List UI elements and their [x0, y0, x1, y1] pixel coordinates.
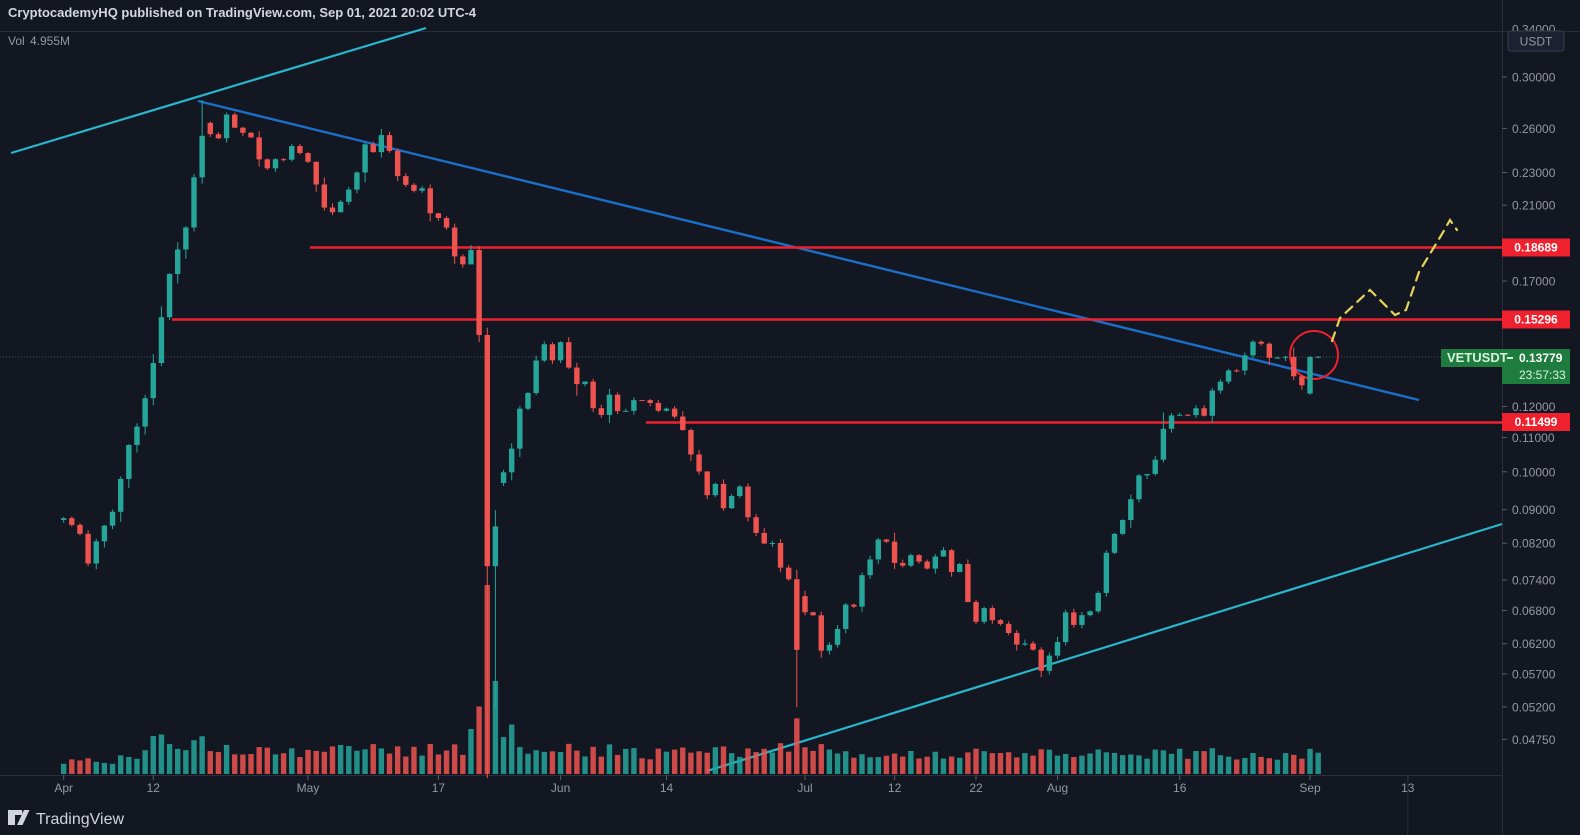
svg-text:Apr: Apr: [54, 781, 73, 795]
svg-text:TradingView: TradingView: [36, 811, 124, 828]
svg-text:0.06800: 0.06800: [1512, 604, 1556, 618]
svg-text:Jun: Jun: [551, 781, 570, 795]
svg-text:0.09000: 0.09000: [1512, 503, 1556, 517]
svg-text:0.11000: 0.11000: [1512, 431, 1555, 445]
svg-text:May: May: [297, 781, 320, 795]
svg-text:17: 17: [432, 781, 446, 795]
svg-text:0.26000: 0.26000: [1512, 122, 1556, 136]
svg-text:0.13779: 0.13779: [1519, 351, 1563, 365]
svg-text:0.06200: 0.06200: [1512, 637, 1556, 651]
svg-text:23:57:33: 23:57:33: [1519, 368, 1566, 382]
svg-text:0.15296: 0.15296: [1514, 313, 1558, 327]
svg-text:Vol: Vol: [8, 34, 25, 48]
svg-text:0.11499: 0.11499: [1515, 415, 1558, 429]
svg-text:16: 16: [1173, 781, 1187, 795]
svg-text:14: 14: [660, 781, 674, 795]
svg-text:12: 12: [147, 781, 161, 795]
svg-text:22: 22: [969, 781, 983, 795]
svg-text:12: 12: [888, 781, 902, 795]
svg-text:0.05200: 0.05200: [1512, 700, 1556, 714]
svg-text:Sep: Sep: [1299, 781, 1321, 795]
svg-text:0.04750: 0.04750: [1512, 733, 1556, 747]
svg-text:Jul: Jul: [797, 781, 812, 795]
svg-text:0.23000: 0.23000: [1512, 166, 1556, 180]
svg-text:0.10000: 0.10000: [1512, 465, 1556, 479]
svg-text:4.955M: 4.955M: [30, 34, 70, 48]
svg-text:0.07400: 0.07400: [1512, 574, 1556, 588]
svg-text:CryptocademyHQ published on Tr: CryptocademyHQ published on TradingView.…: [8, 5, 477, 20]
svg-text:VETUSDT: VETUSDT: [1447, 350, 1508, 365]
svg-text:0.21000: 0.21000: [1512, 199, 1556, 213]
svg-text:0.17000: 0.17000: [1512, 275, 1556, 289]
svg-text:0.30000: 0.30000: [1512, 71, 1556, 85]
svg-text:0.12000: 0.12000: [1512, 400, 1556, 414]
svg-text:USDT: USDT: [1520, 35, 1553, 49]
svg-text:0.18689: 0.18689: [1514, 241, 1558, 255]
svg-text:0.05700: 0.05700: [1512, 667, 1556, 681]
svg-text:0.08200: 0.08200: [1512, 537, 1556, 551]
svg-text:Aug: Aug: [1047, 781, 1068, 795]
